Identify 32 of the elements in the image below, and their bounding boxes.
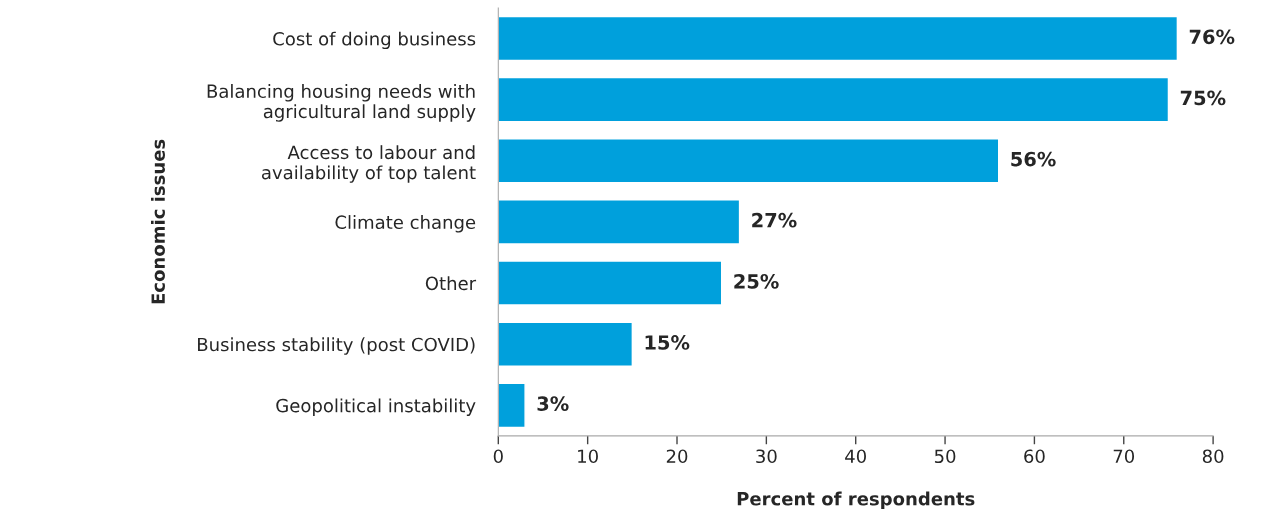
y-tick-label: Geopolitical instability <box>276 398 476 416</box>
x-tick-label: 0 <box>493 449 503 464</box>
x-tick-label: 60 <box>1024 449 1045 464</box>
x-tick-label: 50 <box>934 449 956 464</box>
x-tick-label: 40 <box>845 449 866 464</box>
bar <box>498 76 1170 123</box>
data-label: 25% <box>734 273 779 289</box>
bar <box>498 382 526 429</box>
y-axis-title: Economic issues <box>151 139 165 304</box>
y-tick-label: Balancing housing needs with agricultural land supply <box>207 84 476 122</box>
data-label: 76% <box>1189 29 1235 45</box>
bar <box>498 15 1179 62</box>
y-tick-label: Business stability (post COVID) <box>198 337 475 355</box>
x-tick-label: 30 <box>756 449 777 464</box>
bar <box>498 321 634 367</box>
bar <box>498 199 741 245</box>
x-tick-label: 80 <box>1202 449 1224 464</box>
x-tick-label: 70 <box>1113 449 1135 464</box>
y-tick-label: Climate change <box>335 215 476 233</box>
y-tick-label: Other <box>425 276 477 291</box>
data-label: 15% <box>645 335 690 350</box>
x-tick-label: 10 <box>578 449 598 464</box>
y-tick-label: Cost of doing business <box>273 31 476 50</box>
x-axis-title: Percent of respondents <box>737 491 975 510</box>
y-tick-label: Access to labour and availability of top talent <box>261 145 476 183</box>
x-tick-label: 20 <box>666 449 688 464</box>
data-label: 75% <box>1180 90 1226 106</box>
data-label: 56% <box>1011 151 1056 167</box>
bar <box>498 138 1000 184</box>
data-label: 3% <box>537 396 569 411</box>
data-label: 27% <box>752 212 797 228</box>
bar <box>498 260 723 306</box>
